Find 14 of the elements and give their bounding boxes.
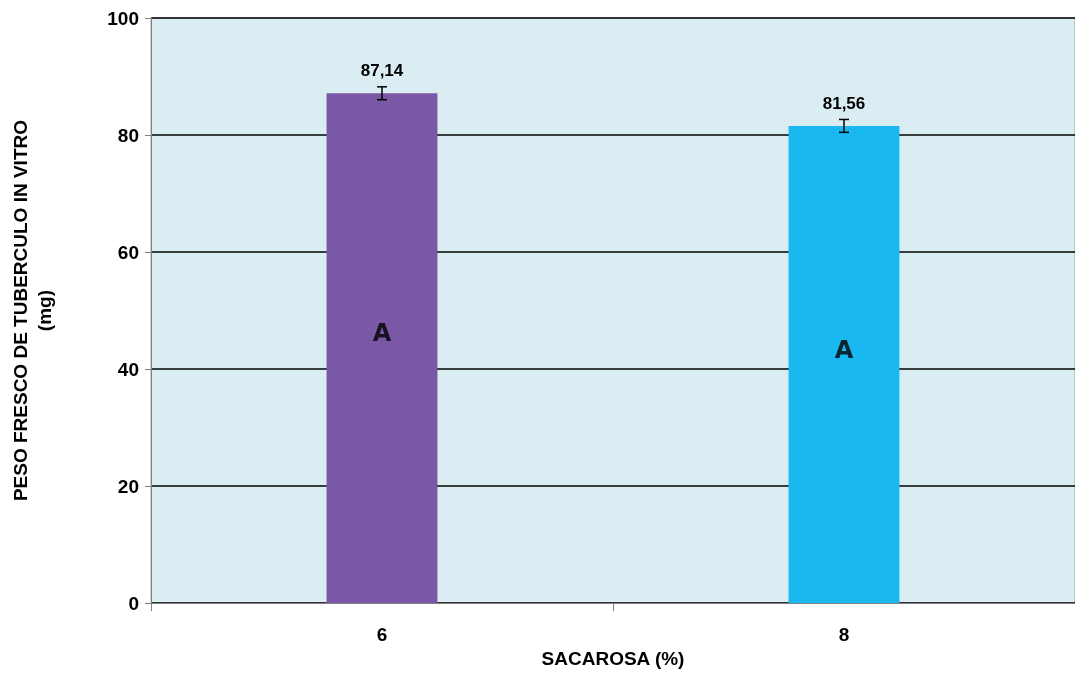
x-axis-title: SACAROSA (%)	[541, 648, 685, 669]
data-label: 87,14	[360, 61, 404, 81]
x-tick-label: 6	[376, 624, 388, 646]
y-tick-label: 0	[128, 592, 139, 614]
y-tick-label: 100	[107, 7, 139, 29]
data-label: 81,56	[822, 93, 866, 113]
y-tick-label: 60	[117, 241, 139, 263]
y-tick-label: 20	[117, 475, 139, 497]
y-tick-label: 80	[117, 124, 139, 146]
x-tick-label: 8	[838, 624, 850, 646]
y-axis-title: PESO FRESCO DE TUBERCULO IN VITRO (mg)	[9, 120, 55, 502]
annotation: A	[372, 318, 392, 347]
annotation: A	[834, 336, 854, 365]
y-tick-label: 40	[117, 358, 139, 380]
